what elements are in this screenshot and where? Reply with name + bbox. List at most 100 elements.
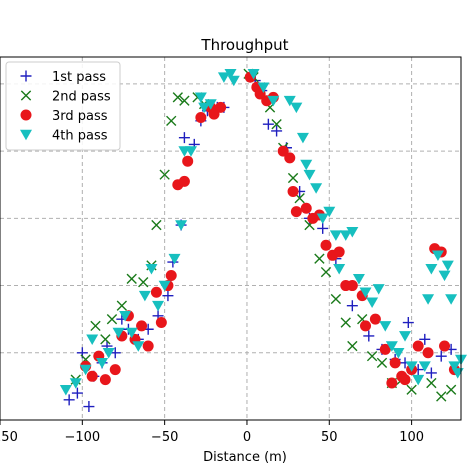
data-point bbox=[363, 330, 375, 342]
x-tick-label: 0 bbox=[243, 430, 251, 445]
data-point bbox=[372, 284, 385, 295]
data-point bbox=[182, 155, 194, 167]
grid-lines bbox=[0, 57, 461, 420]
data-point bbox=[296, 132, 309, 144]
legend: 1st pass 2nd pass 3rd pass 4th pass bbox=[5, 61, 121, 151]
x-tick-label: −50 bbox=[151, 430, 178, 445]
data-point bbox=[369, 313, 381, 325]
data-point bbox=[132, 341, 145, 352]
data-point bbox=[385, 341, 398, 352]
data-point bbox=[389, 357, 401, 369]
data-point bbox=[439, 340, 451, 352]
data-point bbox=[168, 253, 181, 265]
data-point bbox=[438, 270, 451, 282]
data-point bbox=[178, 132, 190, 144]
data-point bbox=[90, 320, 101, 332]
data-point bbox=[208, 108, 220, 120]
data-point bbox=[317, 222, 329, 234]
data-point bbox=[418, 361, 431, 372]
data-point bbox=[159, 169, 170, 180]
data-point bbox=[262, 118, 274, 130]
data-point bbox=[346, 300, 358, 312]
data-point bbox=[366, 350, 378, 362]
x-axis-ticks: −150 −100 −50 0 50 100 bbox=[0, 420, 424, 445]
chart-title: Throughput bbox=[200, 36, 288, 54]
data-point bbox=[323, 206, 336, 218]
data-point bbox=[267, 95, 280, 107]
data-point bbox=[172, 92, 183, 103]
data-point bbox=[339, 230, 352, 241]
data-point bbox=[399, 331, 412, 342]
data-point bbox=[346, 226, 359, 238]
x-tick-label: 50 bbox=[321, 430, 338, 445]
data-point bbox=[435, 350, 447, 362]
data-point bbox=[303, 169, 316, 181]
x-tick-label: 100 bbox=[399, 430, 424, 445]
data-point bbox=[126, 273, 137, 285]
data-point bbox=[162, 290, 174, 302]
legend-label: 4th pass bbox=[52, 129, 108, 144]
data-point bbox=[426, 377, 437, 389]
data-point bbox=[69, 378, 82, 389]
data-point bbox=[71, 387, 83, 399]
data-point bbox=[224, 69, 237, 80]
data-point bbox=[178, 175, 190, 187]
data-point bbox=[376, 357, 388, 369]
data-points bbox=[59, 68, 467, 413]
data-point bbox=[198, 102, 211, 114]
data-point bbox=[406, 384, 417, 395]
data-point bbox=[386, 377, 398, 389]
data-point bbox=[166, 115, 177, 127]
data-point bbox=[152, 300, 165, 312]
data-point bbox=[63, 394, 75, 406]
data-point bbox=[138, 277, 149, 288]
data-point bbox=[102, 347, 115, 359]
data-point bbox=[283, 95, 296, 107]
data-point bbox=[195, 112, 207, 123]
data-point bbox=[151, 219, 162, 231]
legend-item: 1st pass bbox=[20, 70, 106, 85]
data-point bbox=[419, 333, 431, 345]
data-point bbox=[59, 384, 72, 396]
data-point bbox=[329, 230, 342, 241]
data-point bbox=[184, 146, 197, 157]
data-point bbox=[112, 327, 125, 339]
data-point bbox=[116, 300, 128, 311]
data-point bbox=[352, 274, 365, 285]
data-point bbox=[204, 99, 217, 110]
data-point bbox=[425, 367, 437, 379]
data-point bbox=[300, 202, 312, 214]
data-point bbox=[96, 358, 109, 369]
data-point bbox=[441, 260, 454, 272]
data-point bbox=[392, 347, 405, 359]
data-point bbox=[271, 125, 283, 137]
data-point bbox=[366, 297, 379, 309]
data-point bbox=[425, 263, 438, 275]
legend-marker bbox=[20, 129, 32, 141]
legend-box bbox=[5, 61, 121, 151]
data-point bbox=[227, 75, 240, 87]
data-point bbox=[300, 159, 313, 171]
legend-label: 2nd pass bbox=[52, 90, 111, 105]
data-point bbox=[445, 384, 457, 395]
data-point bbox=[257, 82, 270, 93]
data-point bbox=[412, 340, 424, 352]
data-point bbox=[290, 206, 302, 218]
data-point bbox=[340, 317, 351, 328]
data-point bbox=[314, 253, 325, 264]
x-tick-label: −100 bbox=[64, 430, 100, 445]
data-point bbox=[106, 313, 118, 325]
legend-marker bbox=[20, 70, 32, 82]
data-point bbox=[79, 364, 92, 376]
data-point bbox=[158, 280, 171, 292]
data-point bbox=[138, 290, 151, 302]
data-point bbox=[346, 280, 358, 292]
data-point bbox=[277, 145, 289, 157]
data-point bbox=[99, 374, 111, 386]
data-point bbox=[165, 269, 177, 281]
data-point bbox=[86, 334, 99, 346]
data-point bbox=[402, 317, 414, 329]
legend-marker bbox=[20, 90, 32, 101]
data-point bbox=[436, 391, 447, 402]
data-point bbox=[217, 72, 230, 83]
